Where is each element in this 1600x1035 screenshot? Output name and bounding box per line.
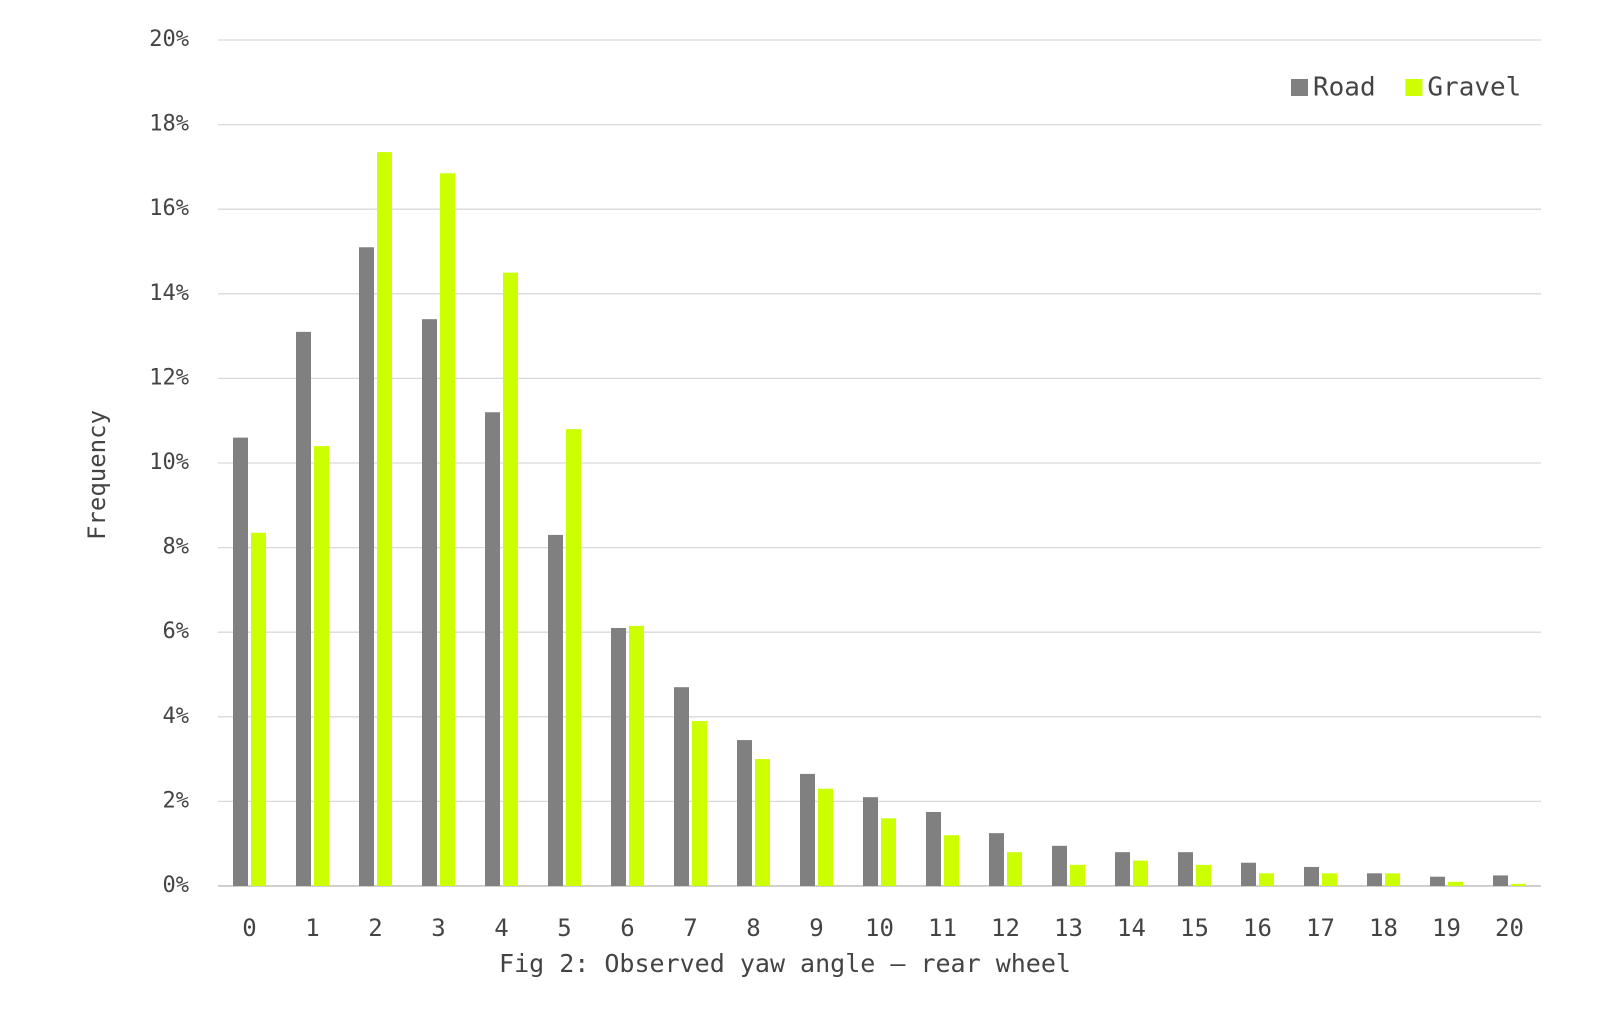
x-tick-label: 14: [1117, 914, 1146, 942]
x-tick-label: 2: [368, 914, 382, 942]
bar-road-9: [800, 773, 815, 886]
gridlines: [218, 39, 1541, 887]
bar-gravel-19: [1448, 881, 1463, 886]
bar-road-19: [1430, 876, 1445, 886]
chart-title: Fig 2: Observed yaw angle – rear wheel: [499, 949, 1071, 978]
bar-road-0: [233, 437, 248, 886]
bar-gravel-0: [251, 532, 266, 886]
bar-road-7: [674, 687, 689, 886]
y-tick-label: 16%: [149, 196, 189, 221]
bar-road-15: [1178, 852, 1193, 886]
bar-road-4: [485, 412, 500, 886]
legend-label-gravel: Gravel: [1427, 73, 1521, 103]
bar-road-16: [1241, 862, 1256, 886]
y-tick-label: 8%: [163, 535, 190, 560]
bar-road-20: [1493, 875, 1508, 886]
legend-swatch-road: [1291, 79, 1308, 96]
legend-swatch-gravel: [1405, 79, 1423, 96]
x-tick-label: 9: [809, 914, 823, 942]
bar-road-14: [1115, 852, 1130, 886]
x-tick-label: 4: [494, 914, 508, 942]
bar-gravel-18: [1385, 873, 1400, 886]
x-tick-label: 20: [1495, 914, 1524, 942]
y-tick-label: 4%: [163, 704, 190, 729]
y-tick-label: 6%: [163, 619, 190, 644]
bar-road-10: [863, 797, 878, 886]
bar-gravel-10: [881, 818, 896, 886]
bar-gravel-6: [629, 625, 644, 886]
bar-gravel-5: [566, 429, 581, 886]
bar-gravel-13: [1070, 864, 1085, 886]
x-tick-label: 8: [746, 914, 760, 942]
x-tick-label: 13: [1054, 914, 1083, 942]
x-tick-label: 16: [1243, 914, 1272, 942]
bar-road-12: [989, 833, 1004, 886]
bar-road-11: [926, 811, 941, 886]
legend: Road Gravel: [1291, 73, 1521, 103]
bar-gravel-2: [377, 152, 392, 887]
bar-gravel-9: [818, 788, 833, 886]
y-tick-label: 0%: [163, 873, 190, 898]
bar-gravel-8: [755, 759, 770, 886]
bar-gravel-15: [1196, 864, 1211, 886]
bar-road-5: [548, 534, 563, 886]
x-tick-label: 18: [1369, 914, 1398, 942]
bars: [233, 152, 1526, 887]
bar-gravel-4: [503, 272, 518, 886]
y-tick-label: 10%: [149, 450, 189, 475]
x-tick-label: 1: [305, 914, 319, 942]
bar-gravel-11: [944, 835, 959, 886]
bar-gravel-16: [1259, 873, 1274, 886]
legend-label-road: Road: [1313, 73, 1376, 103]
x-tick-label: 0: [242, 914, 256, 942]
bar-gravel-12: [1007, 852, 1022, 886]
bar-gravel-7: [692, 721, 707, 886]
bar-gravel-3: [440, 173, 455, 886]
bar-road-17: [1304, 866, 1319, 886]
y-tick-label: 12%: [149, 365, 189, 390]
x-tick-label: 11: [928, 914, 957, 942]
y-axis-label: Frequency: [83, 410, 111, 540]
bar-gravel-20: [1511, 883, 1526, 886]
x-tick-label: 10: [865, 914, 894, 942]
y-axis-ticks: 0% 2% 4% 6% 8% 10% 12% 14% 16% 18% 20%: [149, 27, 189, 898]
y-tick-label: 2%: [163, 788, 190, 813]
bar-road-2: [359, 247, 374, 886]
bar-gravel-1: [314, 446, 329, 886]
x-tick-label: 19: [1432, 914, 1461, 942]
bar-road-13: [1052, 845, 1067, 886]
y-tick-label: 18%: [149, 112, 189, 137]
x-tick-label: 5: [557, 914, 571, 942]
bar-gravel-17: [1322, 873, 1337, 886]
x-tick-label: 3: [431, 914, 445, 942]
x-tick-label: 12: [991, 914, 1020, 942]
x-tick-label: 17: [1306, 914, 1335, 942]
x-tick-label: 15: [1180, 914, 1209, 942]
x-tick-label: 7: [683, 914, 697, 942]
y-tick-label: 20%: [149, 27, 189, 52]
bar-road-6: [611, 627, 626, 886]
y-tick-label: 14%: [149, 281, 189, 306]
bar-road-1: [296, 331, 311, 886]
bar-road-8: [737, 740, 752, 886]
bar-road-18: [1367, 873, 1382, 886]
bar-gravel-14: [1133, 860, 1148, 886]
bar-road-3: [422, 319, 437, 886]
x-axis-ticks: 0 1 2 3 4 5 6 7 8 9 10 11 12 13 14 15 16 17 18 19 20: [242, 914, 1524, 942]
x-tick-label: 6: [620, 914, 634, 942]
